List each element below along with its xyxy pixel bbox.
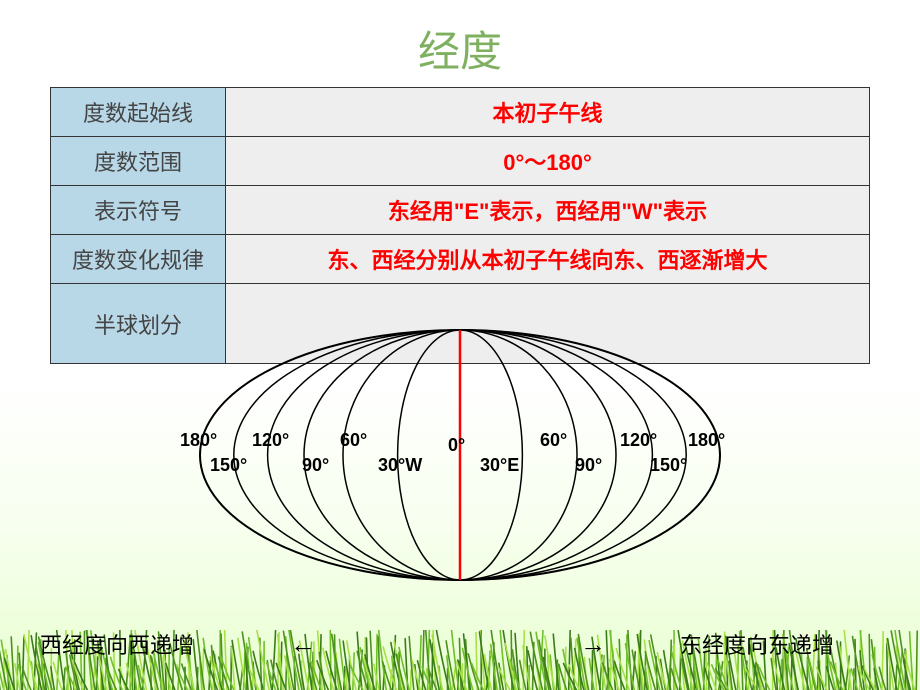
row-value: 0°～180°	[226, 137, 870, 186]
bottom-bar: 西经度向西递增 ← → 东经度向东递增	[0, 620, 920, 690]
west-increase-label: 西经度向西递增	[40, 628, 194, 660]
table-row: 表示符号 东经用"E"表示，西经用"W"表示	[51, 186, 870, 235]
table-row: 度数起始线 本初子午线	[51, 88, 870, 137]
row-label: 度数变化规律	[51, 235, 226, 284]
table-row: 度数变化规律 东、西经分别从本初子午线向东、西逐渐增大	[51, 235, 870, 284]
table-row: 度数范围 0°～180°	[51, 137, 870, 186]
meridian-label: 90°	[575, 455, 602, 476]
meridian-label: 150°	[650, 455, 687, 476]
page-title: 经度	[0, 0, 920, 87]
meridian-label: 90°	[302, 455, 329, 476]
meridian-label: 30°W	[378, 455, 422, 476]
meridian-label: 60°	[340, 430, 367, 451]
left-arrow-icon: ←	[290, 630, 316, 660]
row-label: 度数起始线	[51, 88, 226, 137]
meridian-label: 120°	[252, 430, 289, 451]
meridian-label: 0°	[448, 435, 465, 456]
meridian-label: 180°	[688, 430, 725, 451]
meridian-label: 30°E	[480, 455, 519, 476]
row-value: 东、西经分别从本初子午线向东、西逐渐增大	[226, 235, 870, 284]
right-arrow-icon: →	[580, 630, 606, 660]
east-increase-label: 东经度向东递增	[680, 628, 834, 660]
row-label: 度数范围	[51, 137, 226, 186]
row-value: 本初子午线	[226, 88, 870, 137]
meridian-label: 120°	[620, 430, 657, 451]
meridian-label: 180°	[180, 430, 217, 451]
globe-diagram: 180°120°60°0°60°120°180°150°90°30°W30°E9…	[190, 320, 730, 590]
row-value: 东经用"E"表示，西经用"W"表示	[226, 186, 870, 235]
meridian-label: 60°	[540, 430, 567, 451]
row-label: 表示符号	[51, 186, 226, 235]
meridian-label: 150°	[210, 455, 247, 476]
